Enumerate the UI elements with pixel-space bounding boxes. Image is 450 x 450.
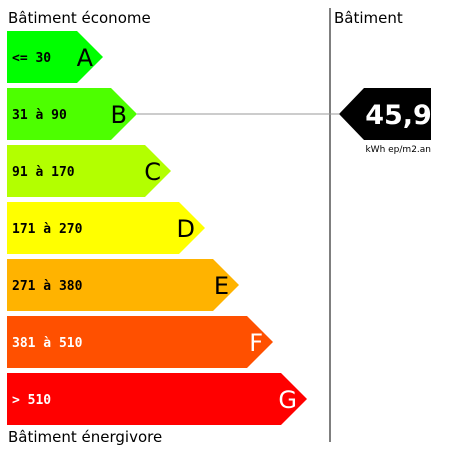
header-left-title: Bâtiment économe xyxy=(8,9,151,27)
header-right-title: Bâtiment xyxy=(334,9,403,27)
indicator-arrow xyxy=(339,88,431,140)
class-bar-c: 91 à 170 C xyxy=(7,145,171,197)
class-letter-g: G xyxy=(278,386,297,414)
class-range-label-a: <= 30 xyxy=(12,51,51,66)
class-bars: <= 30 A 31 à 90 B 91 à 170 C 171 à 270 D 271 à 3… xyxy=(7,31,307,425)
indicator-value: 45,9 xyxy=(365,100,432,131)
class-letter-b: B xyxy=(111,101,127,129)
class-bar-shape-f xyxy=(7,316,273,368)
header-bottom-title: Bâtiment énergivore xyxy=(8,428,162,446)
class-range-label-d: 171 à 270 xyxy=(12,222,83,237)
class-range-label-c: 91 à 170 xyxy=(12,165,75,180)
class-bar-e: 271 à 380 E xyxy=(7,259,239,311)
class-bar-b: 31 à 90 B xyxy=(7,88,137,140)
class-bar-shape-e xyxy=(7,259,239,311)
class-letter-e: E xyxy=(214,272,229,300)
class-range-label-f: 381 à 510 xyxy=(12,336,83,351)
class-bar-shape-c xyxy=(7,145,171,197)
class-range-label-e: 271 à 380 xyxy=(12,279,83,294)
class-range-label-g: > 510 xyxy=(12,393,51,408)
class-bar-shape-d xyxy=(7,202,205,254)
class-bar-shape-b xyxy=(7,88,137,140)
indicator-unit: kWh ep/m2.an xyxy=(365,145,431,155)
class-bar-d: 171 à 270 D xyxy=(7,202,205,254)
class-letter-c: C xyxy=(144,158,161,186)
class-bar-shape-g xyxy=(7,373,307,425)
class-bar-shape-a xyxy=(7,31,103,83)
class-letter-f: F xyxy=(249,329,263,357)
class-letter-d: D xyxy=(177,215,195,243)
class-bar-g: > 510 G xyxy=(7,373,307,425)
class-bar-a: <= 30 A xyxy=(7,31,103,83)
class-bar-f: 381 à 510 F xyxy=(7,316,273,368)
class-range-label-b: 31 à 90 xyxy=(12,108,67,123)
class-letter-a: A xyxy=(77,44,94,72)
